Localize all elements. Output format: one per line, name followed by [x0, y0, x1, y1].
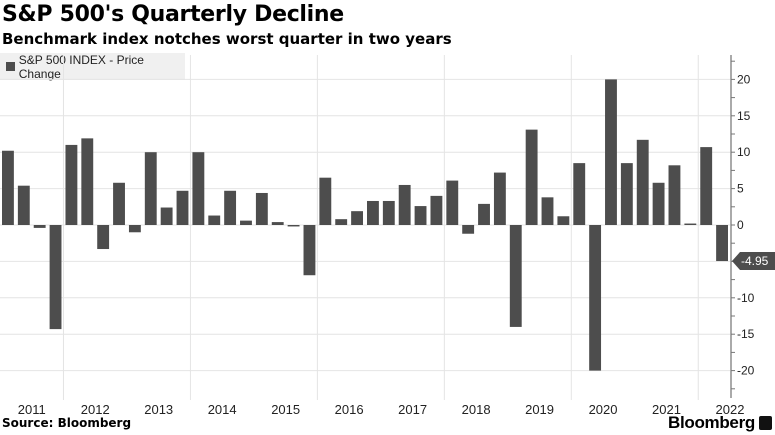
bar: [620, 163, 633, 225]
bar: [605, 79, 617, 226]
bar: [319, 177, 332, 225]
bar: [65, 144, 78, 225]
bar: [97, 225, 110, 250]
bloomberg-terminal-icon: [759, 416, 772, 430]
bar: [493, 172, 506, 225]
bar: [367, 200, 379, 225]
bar: [414, 206, 427, 225]
bar: [430, 195, 443, 225]
bar: [128, 225, 141, 233]
bar: [335, 219, 348, 225]
chart-title: S&P 500's Quarterly Decline: [2, 2, 344, 27]
bar: [192, 152, 205, 225]
y-tick-label: -10: [737, 291, 755, 305]
bar: [33, 225, 46, 228]
chart-subtitle: Benchmark index notches worst quarter in…: [2, 30, 452, 48]
bar: [144, 152, 157, 225]
y-tick-label: -20: [737, 364, 755, 378]
x-tick-label: 2014: [208, 402, 237, 417]
x-tick-label: 2013: [144, 402, 173, 417]
bar: [351, 211, 363, 225]
x-tick-label: 2012: [81, 402, 110, 417]
bar: [668, 165, 681, 225]
bar: [382, 200, 395, 225]
bar: [271, 222, 284, 225]
bar: [176, 190, 189, 225]
y-tick-label: 15: [737, 109, 751, 123]
bar: [525, 129, 538, 225]
bar: [303, 225, 316, 276]
bar: [557, 216, 570, 225]
x-tick-label: 2020: [589, 402, 618, 417]
bar: [240, 220, 252, 225]
bar: [700, 147, 713, 225]
y-tick-label: 5: [737, 182, 744, 196]
y-tick-label: 10: [737, 145, 751, 159]
x-tick-label: 2016: [335, 402, 364, 417]
y-tick-label: 0: [737, 218, 744, 232]
bar: [49, 225, 62, 330]
last-value-callout: [732, 252, 775, 271]
bar: [462, 225, 475, 234]
bar: [446, 180, 459, 225]
x-tick-label: 2017: [398, 402, 427, 417]
bar: [81, 138, 94, 225]
legend: S&P 500 INDEX - Price Change: [0, 52, 185, 81]
bar: [716, 225, 728, 262]
x-tick-label: 2011: [18, 402, 46, 417]
x-tick-label: 2018: [462, 402, 491, 417]
bar: [636, 139, 649, 225]
bar: [684, 223, 697, 225]
source-note: Source: Bloomberg: [2, 416, 132, 430]
bar: [573, 163, 586, 225]
bar: [589, 225, 602, 371]
x-tick-label: 2021: [652, 402, 681, 417]
legend-swatch: [6, 62, 15, 71]
bar: [509, 225, 522, 327]
bar: [287, 225, 300, 227]
bar: [113, 182, 125, 225]
bar: [255, 192, 268, 225]
bar: [478, 203, 490, 225]
bar: [2, 150, 14, 225]
bar: [17, 185, 30, 225]
last-value-label: -4.95: [741, 254, 769, 268]
bar: [208, 215, 221, 225]
bar: [398, 184, 411, 225]
bar: [160, 207, 173, 225]
bar: [652, 182, 665, 225]
x-tick-label: 2015: [271, 402, 300, 417]
brand-logo: Bloomberg: [667, 413, 755, 432]
x-tick-label: 2019: [525, 402, 554, 417]
bar: [541, 197, 554, 225]
bar: [224, 190, 237, 225]
x-tick-label: 2022: [716, 402, 745, 417]
legend-label: S&P 500 INDEX - Price Change: [18, 52, 144, 81]
y-tick-label: -15: [737, 327, 755, 341]
y-tick-label: 20: [737, 72, 751, 86]
